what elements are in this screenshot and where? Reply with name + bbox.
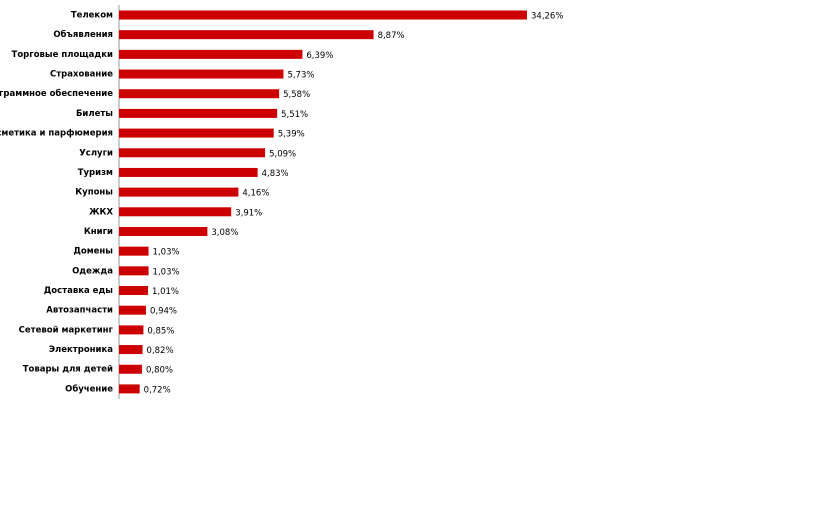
value-label: 5,51%	[281, 110, 308, 120]
category-label: Сетевой маркетинг	[19, 325, 114, 335]
bar	[119, 364, 142, 374]
bar	[119, 325, 144, 335]
category-label: Услуги	[79, 148, 113, 158]
category-label: Телеком	[71, 11, 113, 21]
value-label: 0,72%	[144, 385, 171, 395]
bar	[119, 49, 303, 59]
bar	[119, 167, 258, 177]
value-label: 3,08%	[211, 228, 238, 238]
category-label: Автозапчасти	[46, 306, 113, 316]
category-label: Билеты	[76, 109, 113, 119]
category-label: Книги	[84, 227, 113, 237]
value-label: 5,39%	[278, 130, 305, 140]
value-label: 0,80%	[146, 366, 173, 376]
value-label: 6,39%	[306, 51, 333, 61]
category-label: Торговые площадки	[12, 50, 113, 60]
value-label: 0,82%	[147, 346, 174, 356]
bar	[119, 89, 280, 99]
category-label: Доставка еды	[44, 286, 113, 296]
bar	[119, 246, 149, 256]
category-label: Объявления	[53, 29, 113, 40]
category-label: Туризм	[78, 168, 113, 178]
value-label: 34,26%	[531, 12, 563, 22]
category-label: ЖКХ	[89, 207, 113, 217]
bar	[119, 226, 208, 236]
value-label: 1,01%	[152, 287, 179, 297]
value-label: 0,85%	[147, 326, 174, 336]
category-label: Домены	[73, 247, 113, 257]
category-label: Программное обеспечение	[0, 88, 113, 99]
value-label: 4,83%	[262, 169, 289, 179]
bar	[119, 187, 239, 197]
value-label: 5,73%	[287, 71, 314, 81]
bar	[119, 10, 527, 20]
value-label: 1,03%	[153, 248, 180, 258]
bar	[119, 305, 146, 315]
value-label: 3,91%	[235, 208, 262, 218]
value-label: 5,09%	[269, 149, 296, 159]
value-label: 1,03%	[153, 267, 180, 277]
value-label: 0,94%	[150, 307, 177, 317]
bar	[119, 128, 274, 138]
category-label: Обучение	[65, 383, 113, 394]
bar	[119, 266, 149, 276]
bar	[119, 207, 232, 217]
bar	[119, 286, 148, 296]
bar	[119, 148, 266, 158]
bar	[119, 345, 143, 355]
category-label: Купоны	[75, 188, 113, 198]
category-label: Товары для детей	[23, 365, 113, 375]
category-label: Косметика и парфюмерия	[0, 129, 113, 139]
category-label: Одежда	[72, 266, 113, 276]
bar	[119, 30, 374, 40]
value-label: 4,16%	[242, 189, 269, 199]
category-label: Страхование	[50, 70, 113, 80]
category-label: Электроника	[49, 345, 113, 355]
bar	[119, 108, 278, 118]
bars	[119, 10, 527, 394]
bar	[119, 384, 140, 394]
bar	[119, 69, 284, 79]
value-label: 8,87%	[378, 31, 405, 41]
value-label: 5,58%	[283, 90, 310, 100]
